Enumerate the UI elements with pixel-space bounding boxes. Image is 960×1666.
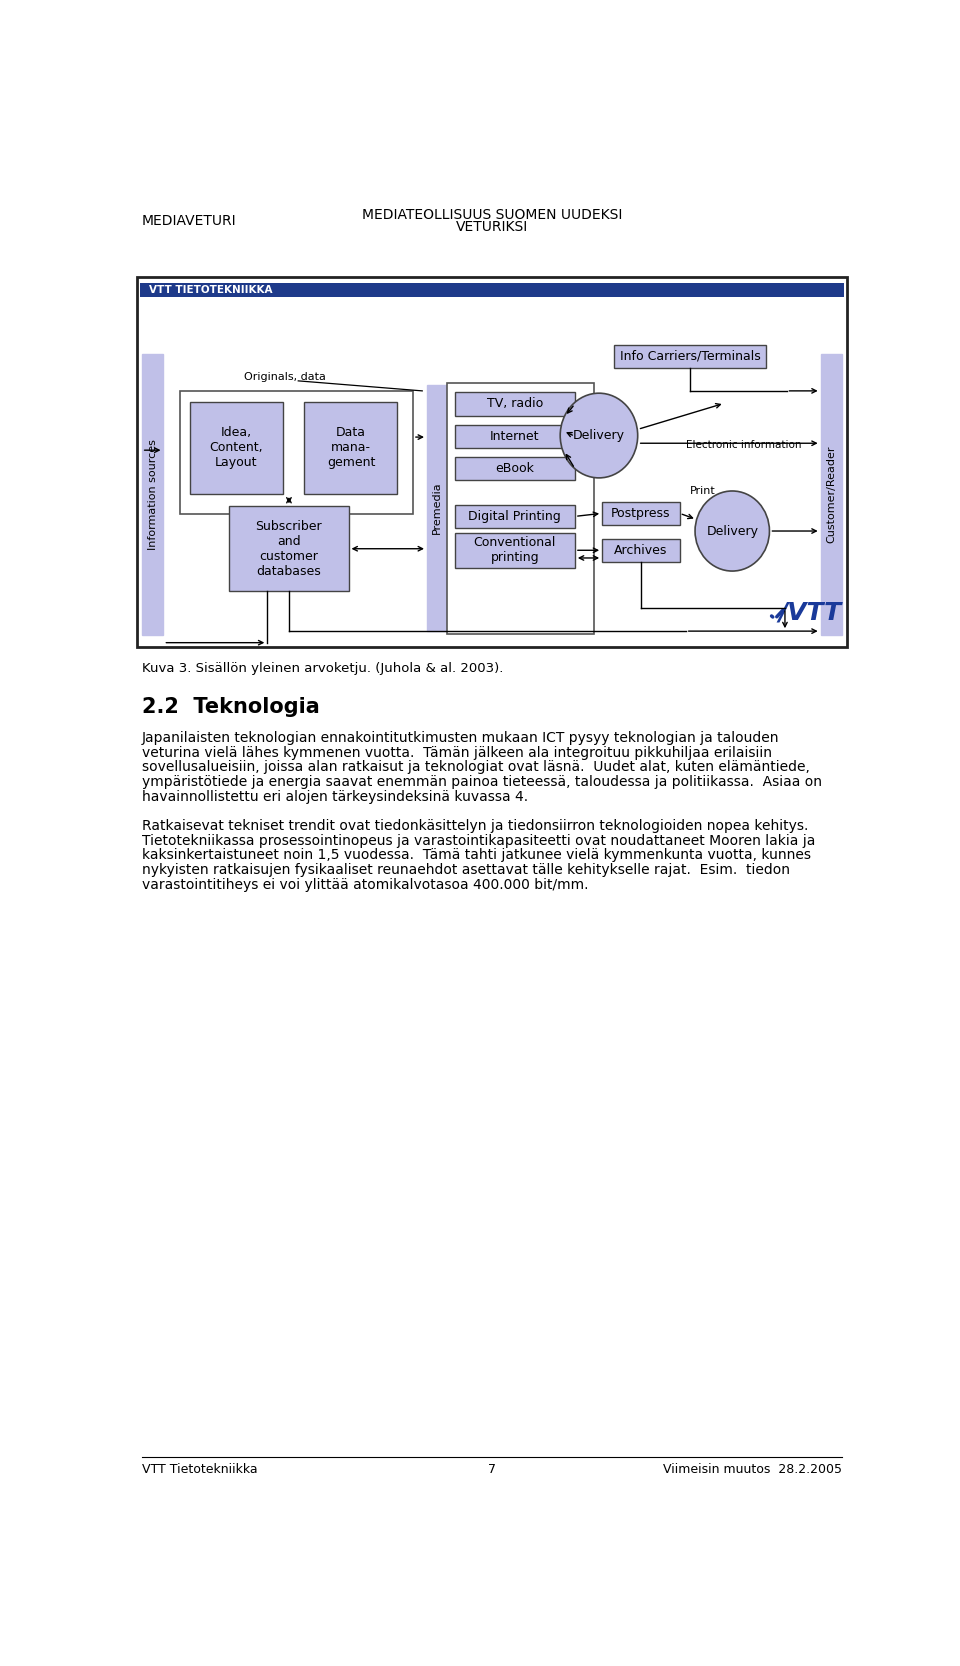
Text: Idea,
Content,
Layout: Idea, Content, Layout [209,426,263,470]
Text: MEDIATEOLLISUUS SUOMEN UUDEKSI: MEDIATEOLLISUUS SUOMEN UUDEKSI [362,208,622,222]
Bar [602,538,680,561]
Bar [455,425,575,448]
Text: Delivery: Delivery [707,525,758,538]
Text: Delivery: Delivery [573,430,625,441]
Text: Viimeisin muutos  28.2.2005: Viimeisin muutos 28.2.2005 [663,1463,842,1476]
Bar [228,506,348,591]
Text: Print: Print [690,486,715,496]
Text: Digital Printing: Digital Printing [468,510,562,523]
Text: Electronic information: Electronic information [685,440,802,450]
Text: Internet: Internet [491,430,540,443]
Text: VTT TIETOTEKNIIKKA: VTT TIETOTEKNIIKKA [150,285,273,295]
Bar [140,283,844,297]
Bar [427,385,447,631]
Bar [455,393,575,415]
Text: TV, radio: TV, radio [487,398,543,410]
Text: veturina vielä lähes kymmenen vuotta.  Tämän jälkeen ala integroituu pikkuhiljaa: veturina vielä lähes kymmenen vuotta. Tä… [142,746,772,760]
Bar [137,277,847,646]
Bar [180,392,413,515]
Text: 7: 7 [488,1463,496,1476]
Bar [455,456,575,480]
Text: nykyisten ratkaisujen fysikaaliset reunaehdot asettavat tälle kehitykselle rajat: nykyisten ratkaisujen fysikaaliset reuna… [142,863,790,876]
Text: Data
mana-
gement: Data mana- gement [326,426,375,470]
Text: Ratkaisevat tekniset trendit ovat tiedonkäsittelyn ja tiedonsiirron teknologioid: Ratkaisevat tekniset trendit ovat tiedon… [142,820,808,833]
Text: MEDIAVETURI: MEDIAVETURI [142,213,236,228]
Bar [821,353,842,635]
Text: varastointitiheys ei voi ylittää atomikalvotasoa 400.000 bit/mm.: varastointitiheys ei voi ylittää atomika… [142,878,588,891]
Text: Subscriber
and
customer
databases: Subscriber and customer databases [255,520,322,578]
Text: VETURIKSI: VETURIKSI [456,220,528,233]
Text: Premedia: Premedia [432,481,442,535]
Text: Japanilaisten teknologian ennakointitutkimusten mukaan ICT pysyy teknologian ja : Japanilaisten teknologian ennakointitutk… [142,731,780,745]
Text: sovellusalueisiin, joissa alan ratkaisut ja teknologiat ovat läsnä.  Uudet alat,: sovellusalueisiin, joissa alan ratkaisut… [142,760,809,775]
Text: kaksinkertaistuneet noin 1,5 vuodessa.  Tämä tahti jatkunee vielä kymmenkunta vu: kaksinkertaistuneet noin 1,5 vuodessa. T… [142,848,810,863]
Text: Originals, data: Originals, data [244,372,326,382]
Text: Postpress: Postpress [612,506,670,520]
Text: /VTT: /VTT [779,601,842,625]
Text: eBook: eBook [495,461,535,475]
Text: Archives: Archives [614,543,667,556]
Bar [614,345,766,368]
Text: Kuva 3. Sisällön yleinen arvoketju. (Juhola & al. 2003).: Kuva 3. Sisällön yleinen arvoketju. (Juh… [142,661,503,675]
Text: Info Carriers/Terminals: Info Carriers/Terminals [620,350,760,363]
Text: VTT Tietotekniikka: VTT Tietotekniikka [142,1463,257,1476]
Ellipse shape [695,491,770,571]
Bar [447,383,594,635]
Text: ympäristötiede ja energia saavat enemmän painoa tieteessä, taloudessa ja politii: ympäristötiede ja energia saavat enemmän… [142,775,822,790]
Text: havainnollistettu eri alojen tärkeysindeksinä kuvassa 4.: havainnollistettu eri alojen tärkeysinde… [142,790,528,803]
Bar [455,505,575,528]
Text: Tietotekniikassa prosessointinopeus ja varastointikapasiteetti ovat noudattaneet: Tietotekniikassa prosessointinopeus ja v… [142,833,815,848]
Bar [190,402,283,495]
Text: Customer/Reader: Customer/Reader [827,446,836,543]
Bar [602,501,680,525]
Text: 2.2  Teknologia: 2.2 Teknologia [142,696,320,716]
Bar [455,533,575,568]
Bar [304,402,397,495]
Ellipse shape [561,393,637,478]
Text: Information sources: Information sources [148,440,157,550]
Text: Conventional
printing: Conventional printing [473,536,556,565]
Bar [142,353,163,635]
